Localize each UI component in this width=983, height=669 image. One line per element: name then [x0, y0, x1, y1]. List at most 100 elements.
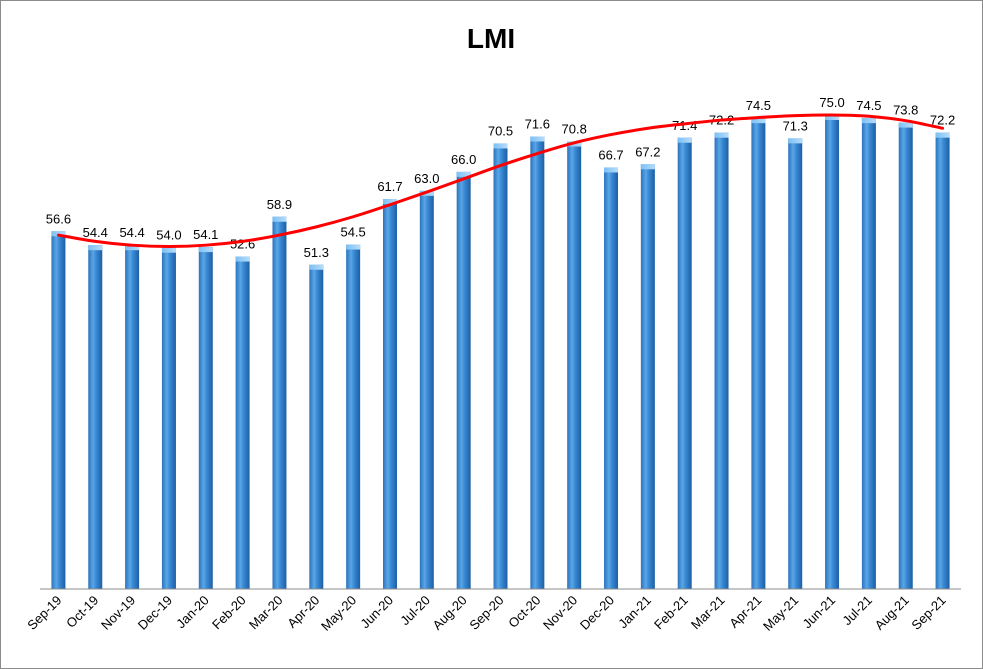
data-labels: 56.654.4 54.4 54.0 54.152.658.951.354.561.7…: [46, 95, 955, 260]
bar-body: [825, 115, 840, 589]
bar-body: [88, 245, 103, 589]
bar-feb-20: [235, 256, 250, 589]
bar-body: [419, 190, 434, 589]
x-tick-label: Jan-20: [173, 593, 212, 632]
x-tick-label: Jul-21: [839, 593, 875, 629]
bar-nov-19: [125, 245, 140, 589]
bar-oct-20: [530, 136, 545, 589]
data-label: 56.6: [46, 211, 71, 226]
bar-cap: [677, 137, 692, 143]
data-label: 61.7: [377, 179, 402, 194]
bar-body: [604, 167, 619, 589]
bar-body: [51, 231, 66, 589]
bar-cap: [88, 245, 103, 251]
data-label: 54.4: [119, 225, 144, 240]
bar-body: [530, 136, 545, 589]
bar-apr-21: [751, 118, 766, 589]
data-label: 70.8: [562, 122, 587, 137]
bar-dec-19: [161, 247, 176, 589]
bar-body: [161, 247, 176, 589]
bar-sep-20: [493, 143, 508, 589]
data-label: 71.6: [525, 116, 550, 131]
x-tick-label: Oct-19: [63, 593, 101, 631]
bar-jun-20: [382, 199, 397, 589]
bar-body: [861, 118, 876, 589]
data-label: 75.0: [819, 95, 844, 110]
data-label: 72.2: [930, 113, 955, 128]
bar-body: [714, 132, 729, 590]
bar-cap: [714, 132, 729, 138]
bar-cap: [309, 264, 324, 270]
x-tick-label: Jun-20: [357, 593, 396, 632]
bar-may-21: [788, 138, 803, 589]
bar-dec-20: [604, 167, 619, 589]
bar-may-20: [346, 244, 361, 589]
bar-body: [198, 247, 213, 589]
bar-cap: [935, 132, 950, 138]
x-tick-label: Jul-20: [397, 593, 433, 629]
bar-jan-20: [198, 247, 213, 589]
bar-body: [935, 132, 950, 590]
bar-sep-19: [51, 231, 66, 589]
x-tick-label: Aug-21: [872, 593, 912, 633]
bar-body: [272, 216, 287, 589]
x-tick-label: Feb-20: [209, 593, 249, 633]
data-label: 67.2: [635, 144, 660, 159]
bar-jul-21: [861, 118, 876, 589]
x-tick-label: May-21: [760, 593, 801, 634]
bar-cap: [382, 199, 397, 205]
bar-apr-20: [309, 264, 324, 589]
x-tick-label: Nov-19: [98, 593, 138, 633]
data-label: 54.1: [193, 227, 218, 242]
data-label: 74.5: [746, 98, 771, 113]
data-label: 54.5: [340, 225, 365, 240]
bar-cap: [640, 164, 655, 170]
bar-body: [456, 171, 471, 589]
bar-body: [677, 137, 692, 589]
bar-cap: [530, 136, 545, 142]
bar-body: [235, 256, 250, 589]
x-tick-labels: Sep-19Oct-19Nov-19Dec-19Jan-20Feb-20Mar-…: [24, 593, 948, 634]
data-label: 66.0: [451, 152, 476, 167]
bar-body: [382, 199, 397, 589]
bar-feb-21: [677, 137, 692, 589]
x-tick-label: Dec-20: [577, 593, 617, 633]
bar-cap: [125, 245, 140, 251]
data-label: 54.4: [83, 225, 108, 240]
bar-jun-21: [825, 115, 840, 589]
x-tick-label: Jan-21: [615, 593, 654, 632]
bar-oct-19: [88, 245, 103, 589]
bar-jul-20: [419, 190, 434, 589]
x-tick-label: Aug-20: [430, 593, 470, 633]
x-tick-label: Mar-20: [246, 593, 286, 633]
data-label: 66.7: [598, 147, 623, 162]
bar-body: [788, 138, 803, 589]
x-tick-label: Feb-21: [651, 593, 691, 633]
data-label: 58.9: [267, 197, 292, 212]
bar-cap: [198, 247, 213, 253]
bar-body: [346, 244, 361, 589]
bar-cap: [493, 143, 508, 149]
bar-aug-21: [898, 122, 913, 590]
x-tick-label: Nov-20: [540, 593, 580, 633]
data-label: 63.0: [414, 171, 439, 186]
bar-mar-20: [272, 216, 287, 589]
x-tick-label: Sep-19: [24, 593, 64, 633]
x-tick-label: Apr-20: [284, 593, 322, 631]
bar-body: [640, 164, 655, 589]
bar-series: [51, 115, 950, 590]
bar-cap: [861, 118, 876, 124]
bar-cap: [235, 256, 250, 262]
bar-body: [567, 141, 582, 589]
bar-cap: [346, 244, 361, 250]
data-label: 54.0: [156, 228, 181, 243]
x-tick-label: Mar-21: [688, 593, 728, 633]
bar-nov-20: [567, 141, 582, 589]
x-tick-label: Dec-19: [135, 593, 175, 633]
bar-body: [898, 122, 913, 590]
bar-cap: [456, 171, 471, 177]
bar-mar-21: [714, 132, 729, 590]
data-label: 73.8: [893, 103, 918, 118]
data-label: 70.5: [488, 123, 513, 138]
x-tick-label: May-20: [318, 593, 359, 634]
